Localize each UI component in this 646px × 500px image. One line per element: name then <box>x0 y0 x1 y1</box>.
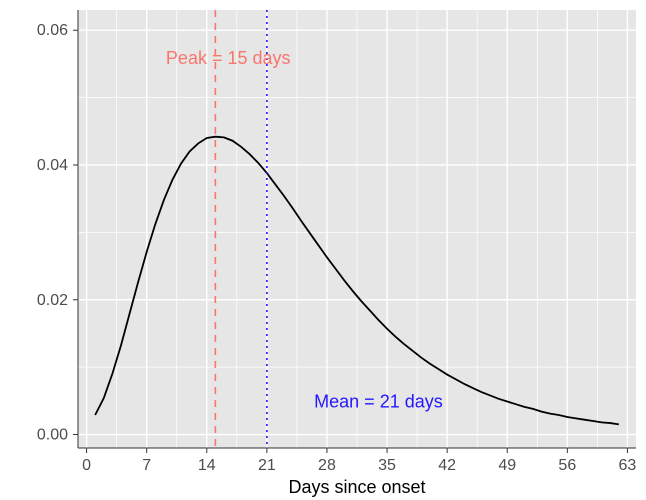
x-tick-label: 28 <box>318 457 336 474</box>
peak-annotation: Peak = 15 days <box>166 48 291 68</box>
x-tick-label: 14 <box>198 457 216 474</box>
x-tick-label: 35 <box>378 457 396 474</box>
y-tick-label: 0.00 <box>37 427 68 444</box>
x-tick-label: 0 <box>82 457 91 474</box>
x-axis: 0 7 14 21 28 35 42 49 56 63 <box>78 448 636 474</box>
x-tick-label: 63 <box>619 457 637 474</box>
x-axis-title: Days since onset <box>288 477 425 497</box>
mean-annotation: Mean = 21 days <box>314 392 443 412</box>
x-tick-label: 42 <box>438 457 456 474</box>
x-tick-label: 7 <box>142 457 151 474</box>
x-tick-label: 56 <box>558 457 576 474</box>
chart-svg: Peak = 15 days Mean = 21 days 0 7 14 21 28 35… <box>0 0 646 500</box>
y-tick-label: 0.04 <box>37 157 68 174</box>
y-axis: 0.00 0.02 0.04 0.06 <box>37 10 78 448</box>
x-tick-label: 21 <box>258 457 276 474</box>
x-tick-label: 49 <box>498 457 516 474</box>
y-tick-label: 0.06 <box>37 22 68 39</box>
density-chart: Peak = 15 days Mean = 21 days 0 7 14 21 28 35… <box>0 0 646 500</box>
y-tick-label: 0.02 <box>37 292 68 309</box>
